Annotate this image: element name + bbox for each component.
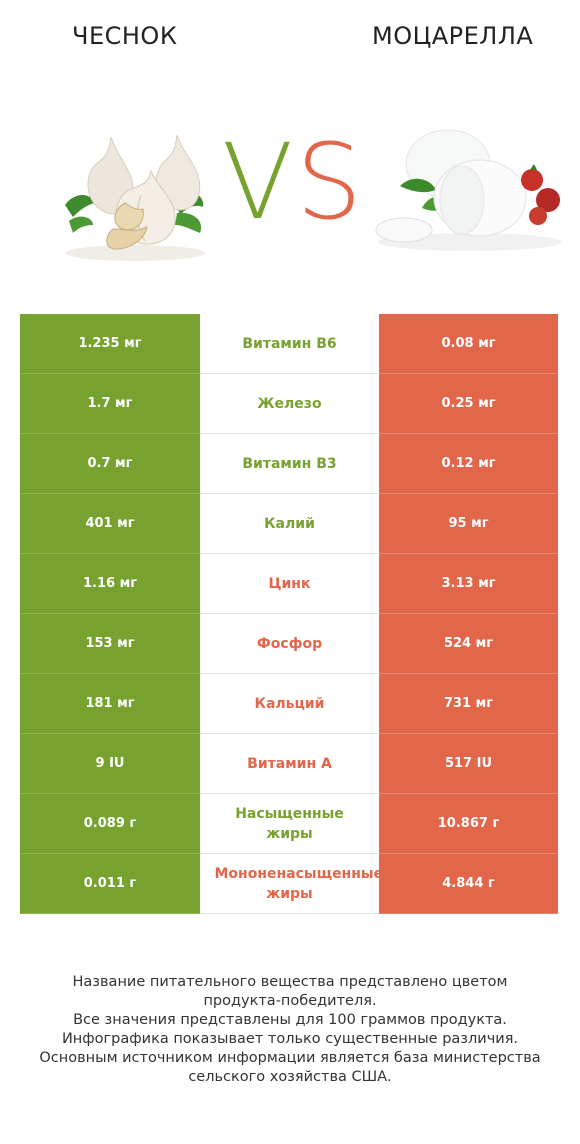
table-row: 1.7 мг Железо 0.25 мг — [20, 374, 558, 434]
table-row: 181 мг Кальций 731 мг — [20, 674, 558, 734]
mozzarella-value: 0.25 мг — [379, 374, 558, 434]
nutrient-name: Кальций — [200, 674, 379, 734]
garlic-value: 1.16 мг — [20, 554, 200, 614]
footer-notes: Название питательного вещества представл… — [20, 973, 560, 1087]
garlic-title: ЧЕСНОК — [72, 22, 178, 50]
footer-line: Название питательного вещества представл… — [72, 974, 508, 990]
nutrient-label: Витамин A — [247, 755, 332, 772]
table-row: 401 мг Калий 95 мг — [20, 494, 558, 554]
garlic-value: 9 IU — [20, 734, 200, 794]
vs-letter-s: S — [296, 121, 363, 243]
garlic-value: 1.235 мг — [20, 314, 200, 374]
nutrient-name: Калий — [200, 494, 379, 554]
nutrient-label: Фосфор — [256, 635, 323, 652]
garlic-image — [65, 134, 205, 261]
footer-line: Инфографика показывает только существенн… — [61, 1031, 519, 1047]
nutrient-name: Насыщенные жиры — [200, 794, 379, 854]
mozzarella-value: 4.844 г — [379, 854, 558, 914]
mozzarella-value: 10.867 г — [379, 794, 558, 854]
mozzarella-value: 0.08 мг — [379, 314, 558, 374]
nutrient-label: Насыщенные жиры — [235, 805, 344, 842]
table-row: 0.089 г Насыщенные жиры 10.867 г — [20, 794, 558, 854]
mozzarella-value: 731 мг — [379, 674, 558, 734]
table-row: 9 IU Витамин A 517 IU — [20, 734, 558, 794]
comparison-table: 1.235 мг Витамин B6 0.08 мг 1.7 мг Железо 0.2… — [20, 314, 558, 914]
garlic-value: 401 мг — [20, 494, 200, 554]
footer-line: продукта-победителя. — [203, 993, 377, 1009]
table-row: 1.16 мг Цинк 3.13 мг — [20, 554, 558, 614]
mozzarella-title: МОЦАРЕЛЛА — [372, 22, 534, 50]
nutrient-name: Железо — [200, 374, 379, 434]
footer-line: Все значения представлены для 100 граммо… — [73, 1012, 507, 1028]
mozzarella-image — [375, 129, 562, 251]
mozzarella-value: 0.12 мг — [379, 434, 558, 494]
footer-line: сельского хозяйства США. — [188, 1069, 392, 1085]
nutrient-label: Витамин B3 — [242, 455, 337, 472]
nutrient-name: Мононенасыщенные жиры — [200, 854, 384, 914]
garlic-value: 0.7 мг — [20, 434, 200, 494]
nutrient-label: Витамин B6 — [242, 335, 337, 352]
table-row: 0.011 г Мононенасыщенные жиры 4.844 г — [20, 854, 558, 914]
nutrient-label: Кальций — [254, 695, 325, 712]
garlic-value: 153 мг — [20, 614, 200, 674]
table-row: 1.235 мг Витамин B6 0.08 мг — [20, 314, 558, 374]
footer-line: Основным источником информации является … — [39, 1050, 541, 1066]
nutrient-label: Железо — [257, 395, 322, 412]
table-row: 153 мг Фосфор 524 мг — [20, 614, 558, 674]
garlic-value: 0.011 г — [20, 854, 200, 914]
nutrient-label: Цинк — [268, 575, 311, 592]
garlic-value: 181 мг — [20, 674, 200, 734]
mozzarella-value: 524 мг — [379, 614, 558, 674]
vs-letter-v: V — [222, 121, 294, 243]
mozzarella-value: 3.13 мг — [379, 554, 558, 614]
table-row: 0.7 мг Витамин B3 0.12 мг — [20, 434, 558, 494]
mozzarella-value: 95 мг — [379, 494, 558, 554]
nutrient-name: Фосфор — [200, 614, 379, 674]
garlic-value: 1.7 мг — [20, 374, 200, 434]
nutrient-name: Витамин B3 — [200, 434, 379, 494]
nutrient-label: Калий — [264, 515, 315, 532]
nutrient-label: Мононенасыщенные жиры — [214, 865, 384, 902]
garlic-value: 0.089 г — [20, 794, 200, 854]
nutrient-name: Цинк — [200, 554, 379, 614]
mozzarella-value: 517 IU — [379, 734, 558, 794]
nutrient-name: Витамин A — [200, 734, 379, 794]
nutrient-name: Витамин B6 — [200, 314, 379, 374]
